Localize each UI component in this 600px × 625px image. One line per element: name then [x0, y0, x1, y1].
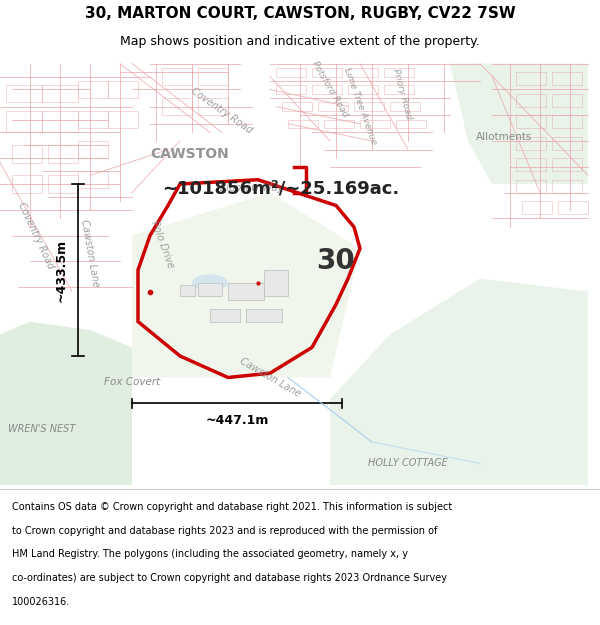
Bar: [12, 145, 42, 162]
Bar: [312, 68, 342, 76]
Bar: [348, 68, 378, 76]
Text: Contains OS data © Crown copyright and database right 2021. This information is : Contains OS data © Crown copyright and d…: [12, 502, 452, 512]
Text: WREN'S NEST: WREN'S NEST: [8, 424, 76, 434]
Text: ~447.1m: ~447.1m: [205, 414, 269, 427]
Bar: [180, 285, 195, 296]
Bar: [552, 72, 582, 85]
Bar: [78, 171, 108, 188]
Bar: [312, 85, 342, 94]
Bar: [276, 85, 306, 94]
Bar: [78, 111, 108, 128]
Bar: [348, 85, 378, 94]
Bar: [558, 201, 588, 214]
Bar: [78, 81, 108, 98]
Text: Polo Drive: Polo Drive: [149, 219, 175, 269]
Bar: [12, 176, 42, 192]
Bar: [396, 119, 426, 128]
Polygon shape: [330, 279, 588, 485]
Bar: [78, 141, 108, 158]
Text: Cawston Lane: Cawston Lane: [238, 356, 302, 399]
Bar: [522, 201, 552, 214]
Text: Coventry Road: Coventry Road: [16, 201, 56, 271]
Text: ~101856m²/~25.169ac.: ~101856m²/~25.169ac.: [162, 179, 399, 198]
Text: Cawston Lane: Cawston Lane: [79, 218, 101, 288]
Bar: [390, 102, 420, 111]
Bar: [552, 137, 582, 149]
Bar: [198, 68, 228, 85]
Bar: [354, 102, 384, 111]
Bar: [276, 68, 306, 76]
Bar: [48, 145, 78, 162]
Ellipse shape: [192, 274, 228, 291]
Bar: [210, 309, 240, 322]
Text: Priory Road: Priory Road: [391, 68, 413, 120]
Bar: [552, 115, 582, 128]
Bar: [552, 180, 582, 192]
Bar: [48, 176, 78, 192]
Text: Elborow Way: Elborow Way: [220, 183, 284, 193]
Bar: [228, 283, 264, 300]
Text: Map shows position and indicative extent of the property.: Map shows position and indicative extent…: [120, 35, 480, 48]
Bar: [6, 111, 42, 132]
Bar: [516, 115, 546, 128]
Bar: [42, 111, 78, 132]
Bar: [324, 119, 354, 128]
Text: Lime Tree Avenue: Lime Tree Avenue: [342, 67, 378, 146]
Bar: [42, 85, 78, 102]
Text: Potsford Road: Potsford Road: [310, 60, 350, 119]
Bar: [264, 270, 288, 296]
Polygon shape: [450, 64, 588, 184]
Polygon shape: [0, 322, 132, 485]
Bar: [108, 81, 138, 98]
Text: to Crown copyright and database rights 2023 and is reproduced with the permissio: to Crown copyright and database rights 2…: [12, 526, 437, 536]
Bar: [552, 94, 582, 107]
Text: HM Land Registry. The polygons (including the associated geometry, namely x, y: HM Land Registry. The polygons (includin…: [12, 549, 408, 559]
Bar: [516, 180, 546, 192]
Text: 30, MARTON COURT, CAWSTON, RUGBY, CV22 7SW: 30, MARTON COURT, CAWSTON, RUGBY, CV22 7…: [85, 6, 515, 21]
Bar: [108, 111, 138, 128]
Bar: [288, 119, 318, 128]
Bar: [384, 68, 414, 76]
Text: CAWSTON: CAWSTON: [150, 147, 229, 161]
Bar: [318, 102, 348, 111]
Bar: [384, 85, 414, 94]
Text: Allotments: Allotments: [476, 132, 532, 142]
Bar: [516, 94, 546, 107]
Text: Fox Covert: Fox Covert: [104, 377, 160, 387]
Text: 30: 30: [317, 248, 355, 276]
Text: 100026316.: 100026316.: [12, 597, 70, 607]
Text: Coventry Road: Coventry Road: [190, 86, 254, 136]
Bar: [198, 283, 222, 296]
Bar: [516, 158, 546, 171]
Bar: [162, 68, 192, 85]
Bar: [198, 98, 228, 115]
Bar: [360, 119, 390, 128]
Bar: [282, 102, 312, 111]
Text: ~433.5m: ~433.5m: [55, 238, 68, 301]
Bar: [516, 137, 546, 149]
Bar: [246, 309, 282, 322]
Bar: [6, 85, 42, 102]
Bar: [516, 72, 546, 85]
Text: HOLLY COTTAGE: HOLLY COTTAGE: [368, 459, 448, 469]
Bar: [552, 158, 582, 171]
Bar: [162, 98, 192, 115]
Polygon shape: [132, 192, 360, 378]
Text: co-ordinates) are subject to Crown copyright and database rights 2023 Ordnance S: co-ordinates) are subject to Crown copyr…: [12, 573, 447, 583]
